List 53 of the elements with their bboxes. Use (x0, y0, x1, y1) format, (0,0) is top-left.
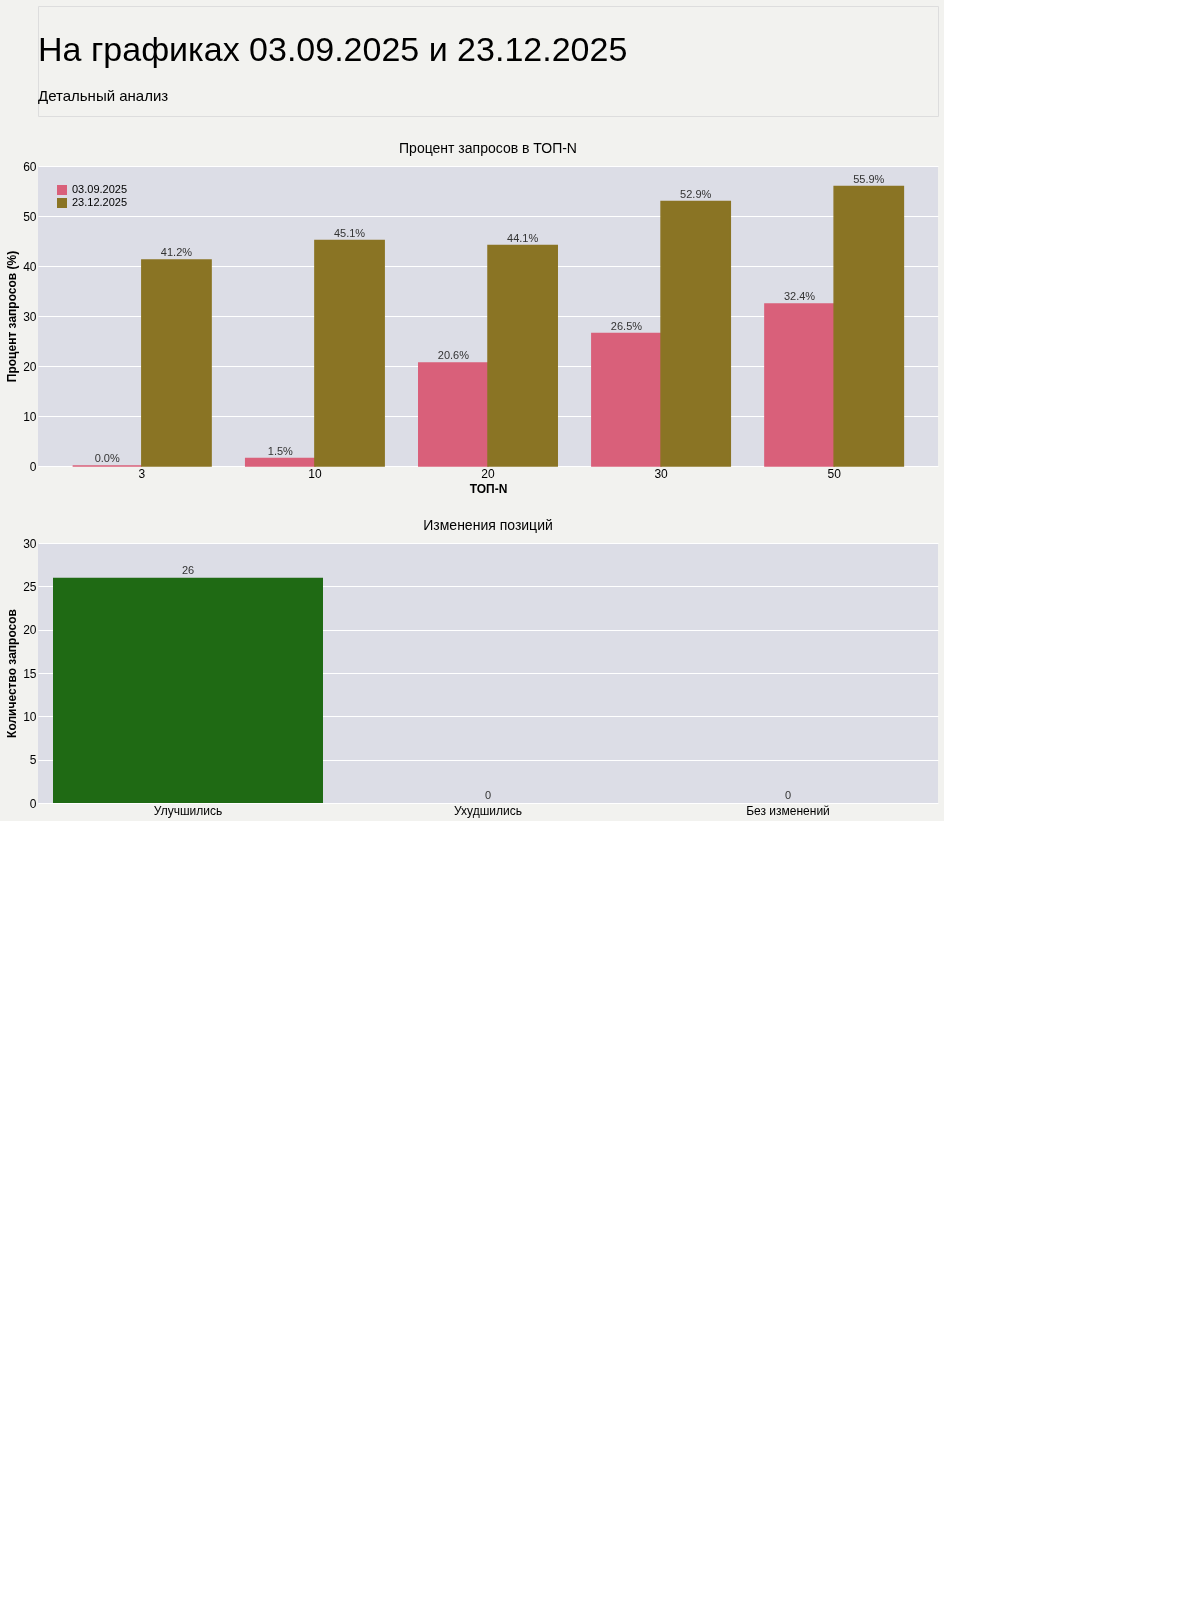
y-tick-label: 0 (29, 459, 37, 474)
bar (141, 259, 212, 467)
x-tick-label: 10 (308, 466, 322, 481)
data-label: 26 (181, 563, 195, 576)
bar (487, 244, 558, 467)
data-label: 0.0% (94, 452, 120, 464)
y-tick-label: 10 (23, 709, 37, 724)
x-tick-label: 30 (654, 466, 669, 481)
data-label: 26.5% (610, 319, 643, 332)
chart-title: Процент запросов в ТОП-N (399, 140, 577, 156)
y-tick-label: 50 (23, 209, 37, 224)
y-tick-label: 15 (23, 666, 37, 681)
y-tick-label: 60 (23, 159, 37, 174)
data-label: 44.1% (507, 231, 539, 244)
y-tick-label: 0 (29, 796, 37, 811)
data-label: 41.2% (160, 246, 193, 258)
data-label: 32.4% (783, 290, 816, 302)
data-label: 1.5% (267, 444, 294, 457)
y-tick-label: 20 (23, 359, 37, 374)
x-tick-label: Без изменений (746, 803, 830, 818)
bar (764, 303, 835, 467)
y-axis-title: Количество запросов (5, 609, 20, 738)
legend-label: 03.09.2025 (72, 183, 128, 195)
x-tick-label: Ухудшились (454, 803, 522, 818)
y-tick-label: 40 (23, 259, 37, 274)
x-tick-label: Улучшились (153, 803, 223, 818)
data-label: 55.9% (853, 172, 885, 185)
bar (833, 185, 905, 467)
data-label: 0 (484, 789, 492, 801)
text: На графиках 03.09.2025 и 23.12.2025 (38, 29, 628, 68)
y-tick-label: 20 (23, 623, 37, 638)
y-tick-label: 10 (23, 409, 37, 424)
data-label: 45.1% (333, 226, 366, 239)
chart-title: Изменения позиций (423, 517, 553, 533)
y-tick-label: 5 (29, 753, 37, 768)
x-axis-title: ТОП-N (469, 481, 508, 496)
data-label: 20.6% (437, 349, 470, 361)
bar (244, 457, 316, 467)
text: Детальный анализ (38, 86, 169, 104)
y-tick-label: 30 (23, 536, 37, 551)
y-tick-label: 25 (23, 579, 37, 594)
x-tick-label: 50 (827, 466, 842, 481)
bar (418, 362, 489, 467)
y-axis-title: Процент запросов (%) (5, 250, 20, 383)
data-label: 0 (784, 789, 792, 801)
legend-label: 23.12.2025 (72, 196, 128, 208)
bar (314, 239, 385, 467)
bar (591, 332, 662, 467)
x-tick-label: 3 (138, 466, 146, 481)
y-tick-label: 30 (23, 309, 37, 324)
data-label: 52.9% (680, 187, 712, 200)
x-tick-label: 20 (481, 466, 495, 481)
bar (660, 200, 732, 467)
